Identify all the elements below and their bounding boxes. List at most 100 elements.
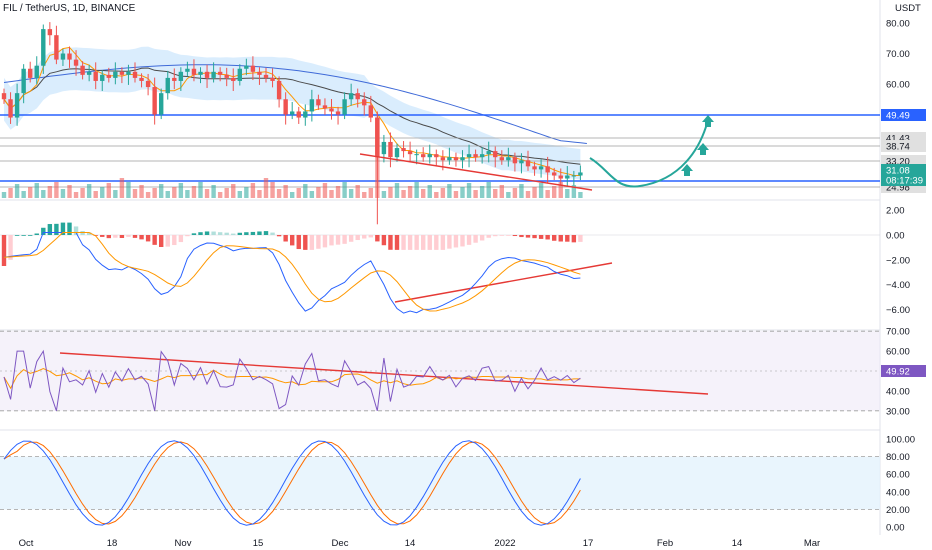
candle-body [348, 93, 354, 100]
macd-divergence-line [394, 262, 613, 303]
macd-histogram-bar [538, 235, 544, 239]
candle-body [152, 87, 157, 115]
volume-bar [335, 186, 341, 198]
macd-histogram-bar [172, 235, 177, 246]
macd-histogram-bar [21, 235, 26, 236]
volume-bar [178, 183, 184, 198]
macd-histogram-bar [335, 235, 341, 245]
volume-bar [421, 189, 426, 198]
volume-bar [113, 190, 118, 198]
macd-histogram-bar [211, 231, 216, 235]
candle-body [113, 71, 118, 78]
candle-body [86, 71, 92, 75]
price-label-grey-bg [881, 140, 926, 152]
macd-histogram-bar [296, 235, 301, 250]
candle-body [322, 105, 328, 109]
macd-histogram-bar [165, 235, 170, 247]
candle-body [67, 53, 72, 60]
macd-histogram-bar [434, 235, 439, 250]
x-tick-label: 14 [732, 538, 743, 549]
volume-bar [1, 192, 7, 198]
macd-histogram-bar [224, 232, 229, 235]
macd-tick-label: 0.00 [886, 231, 905, 242]
macd-histogram-bar [276, 235, 282, 237]
candle-body [106, 74, 111, 78]
rsi-tick-label: 40.00 [886, 386, 910, 397]
volume-bar [486, 182, 491, 198]
candle-body [139, 77, 144, 81]
macd-histogram-bar [41, 227, 46, 235]
candle-body [60, 53, 66, 60]
macd-histogram-bar [159, 235, 164, 247]
projection-arrow [681, 164, 693, 176]
macd-histogram-bar [113, 235, 118, 238]
macd-histogram-bar [73, 226, 79, 235]
stoch-k-line [3, 440, 581, 526]
projection-arrow [697, 143, 709, 155]
volume-bar [244, 187, 249, 198]
macd-histogram-bar [178, 235, 184, 243]
volume-bar [119, 178, 125, 198]
macd-histogram-bar [47, 224, 53, 235]
candle-body [126, 71, 131, 75]
price-label-grey: 24.98 [886, 183, 910, 194]
volume-bar [152, 188, 157, 198]
candle-body [303, 111, 308, 118]
macd-histogram-bar [473, 235, 478, 243]
price-label-grey: 38.74 [886, 142, 910, 153]
macd-histogram-bar [348, 235, 354, 242]
macd-histogram-bar [532, 235, 537, 239]
candle-body [342, 99, 347, 115]
volume-bar [440, 188, 446, 198]
volume-bar [159, 184, 164, 198]
candle-body [47, 29, 53, 36]
macd-tick-label: −4.00 [886, 280, 910, 291]
candle-body [217, 71, 223, 75]
volume-bar [309, 191, 315, 198]
candle-body [198, 71, 203, 75]
candle-body [237, 68, 242, 81]
candle-body [525, 160, 531, 167]
candle-body [381, 141, 387, 155]
candle-body [552, 172, 557, 176]
price-label-49-bg [881, 109, 926, 121]
macd-histogram-bar [342, 235, 347, 244]
candle-body [578, 172, 583, 176]
macd-histogram-bar [1, 235, 7, 266]
current-price: 31.08 [886, 166, 910, 177]
candle-body [132, 71, 138, 78]
candle-body [28, 68, 33, 78]
candle-body [440, 157, 446, 161]
volume-bar [394, 183, 400, 198]
volume-bar [362, 192, 367, 198]
volume-bar [198, 182, 203, 198]
macd-histogram-bar [198, 232, 203, 235]
macd-signal-line [3, 232, 581, 312]
volume-bar [270, 182, 275, 198]
volume-bar [388, 187, 393, 198]
macd-histogram-bar [381, 235, 387, 246]
candle-body [21, 68, 26, 94]
macd-histogram-bar [270, 232, 275, 235]
volume-bar [132, 189, 138, 198]
candle-body [250, 65, 256, 72]
candle-body [263, 74, 269, 78]
macd-histogram-bar [460, 235, 465, 247]
volume-bar [460, 187, 465, 198]
volume-bar [224, 188, 229, 198]
candle-body [506, 157, 511, 161]
macd-histogram-bar [571, 235, 577, 243]
candle-body [362, 99, 367, 106]
rsi-line [3, 349, 581, 411]
volume-bar [204, 189, 210, 198]
rsi-tick-label: 30.00 [886, 406, 910, 417]
volume-bar [191, 186, 197, 198]
macd-histogram-bar [414, 235, 419, 250]
rsi-current-label-bg [881, 365, 926, 377]
macd-histogram-bar [407, 235, 413, 250]
volume-bar [106, 183, 111, 198]
macd-histogram-bar [486, 235, 491, 238]
candle-body [1, 93, 7, 100]
volume-bar [466, 183, 472, 198]
